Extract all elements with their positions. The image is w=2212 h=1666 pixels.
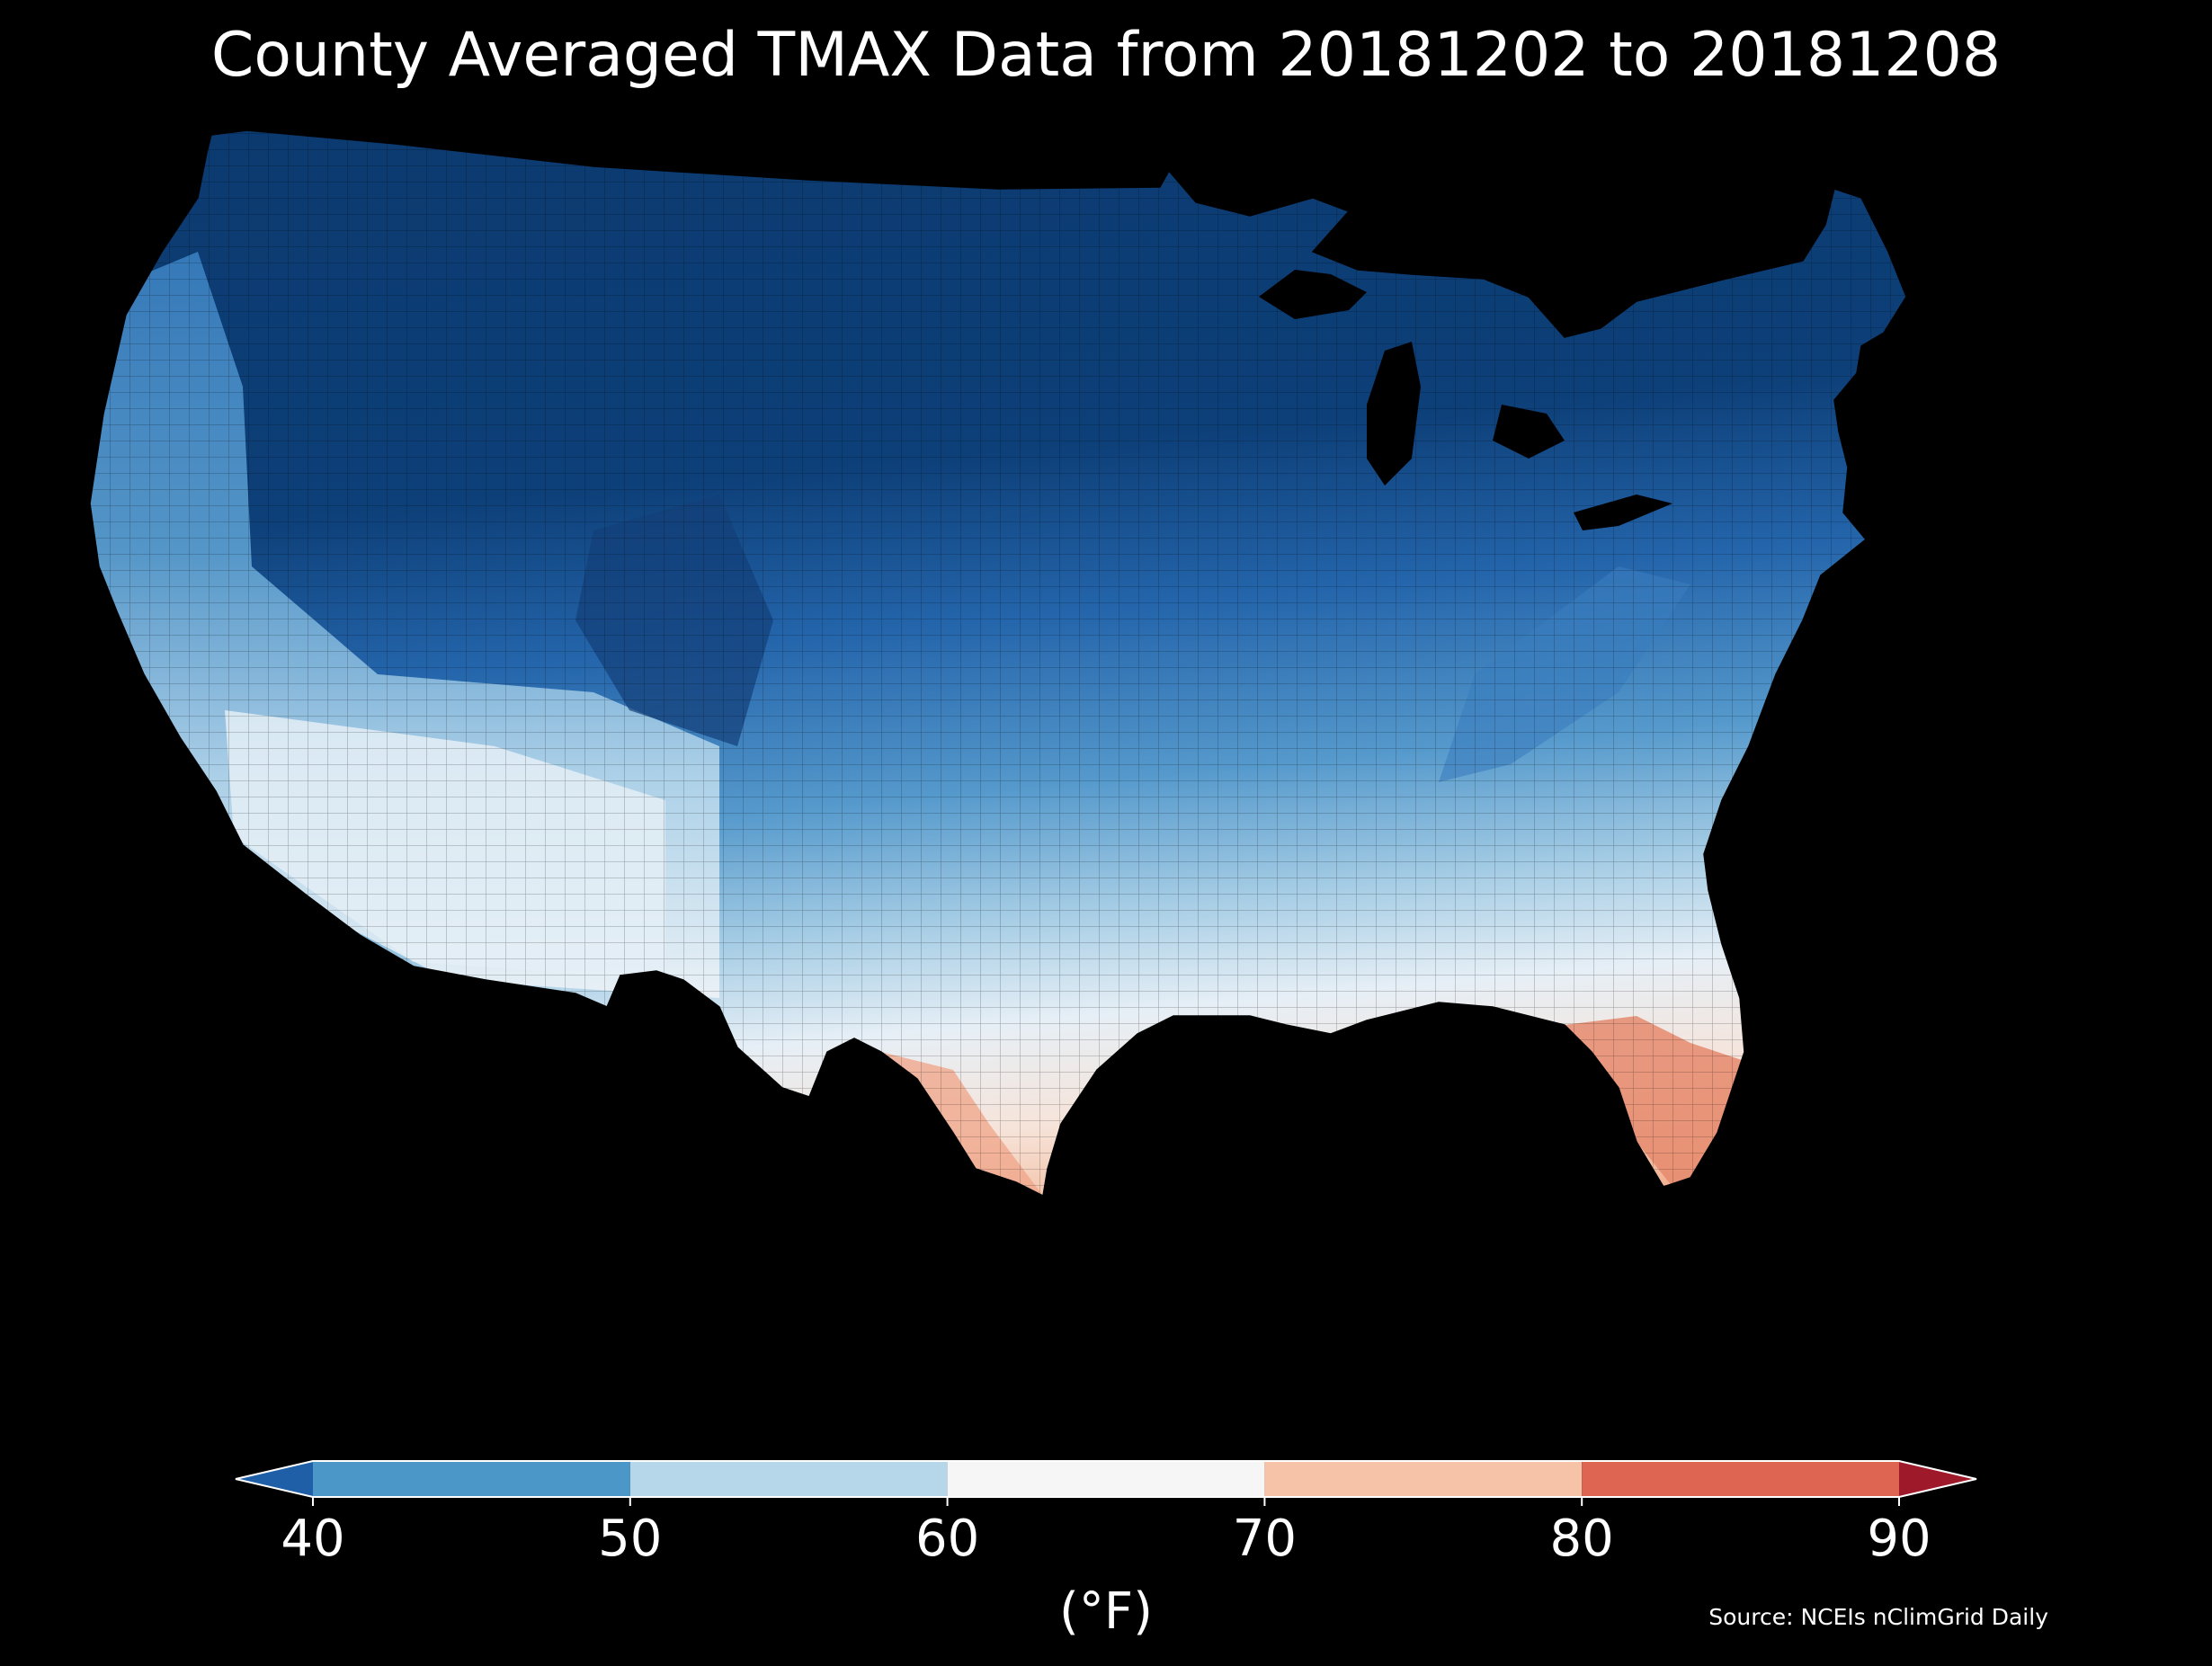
colorbar-tick-label: 70 bbox=[1232, 1510, 1298, 1568]
us-outline bbox=[90, 129, 1907, 1198]
colorbar-bin-2 bbox=[947, 1461, 1265, 1497]
colorbar-under-arrow bbox=[236, 1461, 313, 1497]
lake-erie bbox=[1574, 494, 1672, 530]
colorbar-bin-1 bbox=[629, 1461, 948, 1497]
colorbar-tick-label: 90 bbox=[1867, 1510, 1931, 1568]
colorbar-over-arrow bbox=[1899, 1461, 1976, 1497]
lake-michigan bbox=[1367, 342, 1421, 486]
lake-superior bbox=[1259, 270, 1367, 319]
colorbar-bin-0 bbox=[313, 1461, 630, 1497]
colorbar-tick-label: 40 bbox=[281, 1510, 345, 1568]
colorbar bbox=[235, 1460, 1977, 1506]
colorbar-bin-4 bbox=[1582, 1461, 1899, 1497]
choropleth-map bbox=[90, 117, 2140, 1394]
source-note: Source: NCEIs nClimGrid Daily bbox=[1708, 1604, 2048, 1630]
colorbar-tick-label: 50 bbox=[598, 1510, 663, 1568]
map-fill bbox=[90, 130, 1906, 1196]
colorbar-tick-label: 60 bbox=[914, 1510, 980, 1568]
colorbar-unit-label: (°F) bbox=[1059, 1582, 1153, 1641]
map-title: County Averaged TMAX Data from 20181202 … bbox=[210, 20, 2002, 91]
lake-huron bbox=[1493, 405, 1565, 459]
us-county-map bbox=[90, 129, 1907, 1198]
colorbar-tick-label: 80 bbox=[1549, 1510, 1614, 1568]
colorbar-bin-3 bbox=[1264, 1461, 1583, 1497]
